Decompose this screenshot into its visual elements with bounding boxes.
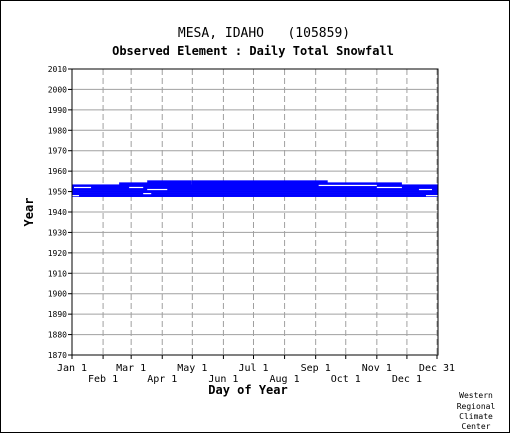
data-bar bbox=[72, 188, 438, 191]
x-tick-label: Jul 1 bbox=[238, 363, 268, 374]
chart-title: MESA, IDAHO (105859) bbox=[178, 26, 350, 41]
data-gap bbox=[129, 186, 144, 189]
y-axis-label: Year bbox=[22, 198, 36, 227]
data-bar bbox=[72, 192, 438, 195]
credit-block: Western Regional Climate Center bbox=[457, 391, 496, 431]
data-gap bbox=[425, 195, 438, 197]
x-tick-label: Jun 1 bbox=[208, 374, 238, 385]
y-axis-ticks: 2010 2000 1990 1980 1970 1960 1950 1940 1930 1920… bbox=[48, 65, 72, 360]
data-gap bbox=[72, 195, 80, 197]
y-tick-label: 1940 bbox=[48, 208, 67, 217]
data-bar bbox=[72, 184, 438, 187]
x-tick-label: Dec 1 bbox=[392, 374, 422, 385]
y-tick-label: 1900 bbox=[48, 290, 67, 299]
y-tick-label: 1920 bbox=[48, 249, 67, 258]
grid-lines bbox=[72, 68, 438, 356]
y-tick-label: 1980 bbox=[48, 126, 67, 135]
y-tick-label: 1930 bbox=[48, 228, 67, 237]
data-bar bbox=[119, 182, 192, 185]
y-tick-label: 2010 bbox=[48, 65, 67, 74]
data-gap bbox=[418, 188, 432, 191]
x-tick-label: Oct 1 bbox=[331, 374, 361, 385]
credit-line: Western bbox=[459, 391, 493, 400]
y-tick-label: 1970 bbox=[48, 147, 67, 156]
x-tick-label: Feb 1 bbox=[88, 374, 118, 385]
data-bar bbox=[72, 190, 438, 193]
data-bar bbox=[72, 194, 438, 197]
y-tick-label: 1910 bbox=[48, 269, 67, 278]
x-tick-label: Aug 1 bbox=[270, 374, 300, 385]
y-tick-label: 1890 bbox=[48, 310, 67, 319]
credit-line: Regional bbox=[457, 402, 496, 411]
x-tick-label: Dec 31 bbox=[419, 363, 455, 374]
y-tick-label: 1960 bbox=[48, 167, 67, 176]
x-axis-label: Day of Year bbox=[208, 383, 287, 397]
data-gap bbox=[74, 186, 92, 189]
x-tick-label: May 1 bbox=[177, 363, 207, 374]
x-axis-ticks: Jan 1 Mar 1 May 1 Jul 1 Sep 1 Nov 1 Dec 31 Feb … bbox=[57, 355, 455, 385]
data-marks bbox=[72, 180, 438, 197]
y-tick-label: 1870 bbox=[48, 351, 67, 360]
data-gap bbox=[318, 184, 377, 187]
data-gap bbox=[376, 186, 402, 189]
x-tick-label: Sep 1 bbox=[301, 363, 331, 374]
y-tick-label: 1880 bbox=[48, 331, 67, 340]
data-bar bbox=[191, 182, 402, 185]
y-tick-label: 1950 bbox=[48, 188, 67, 197]
credit-line: Center bbox=[462, 422, 491, 431]
chart-subtitle: Observed Element : Daily Total Snowfall bbox=[112, 44, 394, 58]
x-tick-label: Apr 1 bbox=[147, 374, 177, 385]
x-tick-label: Jan 1 bbox=[57, 363, 87, 374]
data-bar bbox=[191, 180, 328, 183]
x-tick-label: Mar 1 bbox=[116, 363, 146, 374]
credit-line: Climate bbox=[459, 412, 493, 421]
x-tick-label: Nov 1 bbox=[362, 363, 392, 374]
y-tick-label: 1990 bbox=[48, 106, 67, 115]
y-tick-label: 2000 bbox=[48, 85, 67, 94]
data-bar bbox=[147, 180, 192, 183]
data-gap bbox=[147, 188, 168, 191]
data-bar bbox=[72, 186, 438, 189]
data-gap bbox=[143, 193, 152, 195]
